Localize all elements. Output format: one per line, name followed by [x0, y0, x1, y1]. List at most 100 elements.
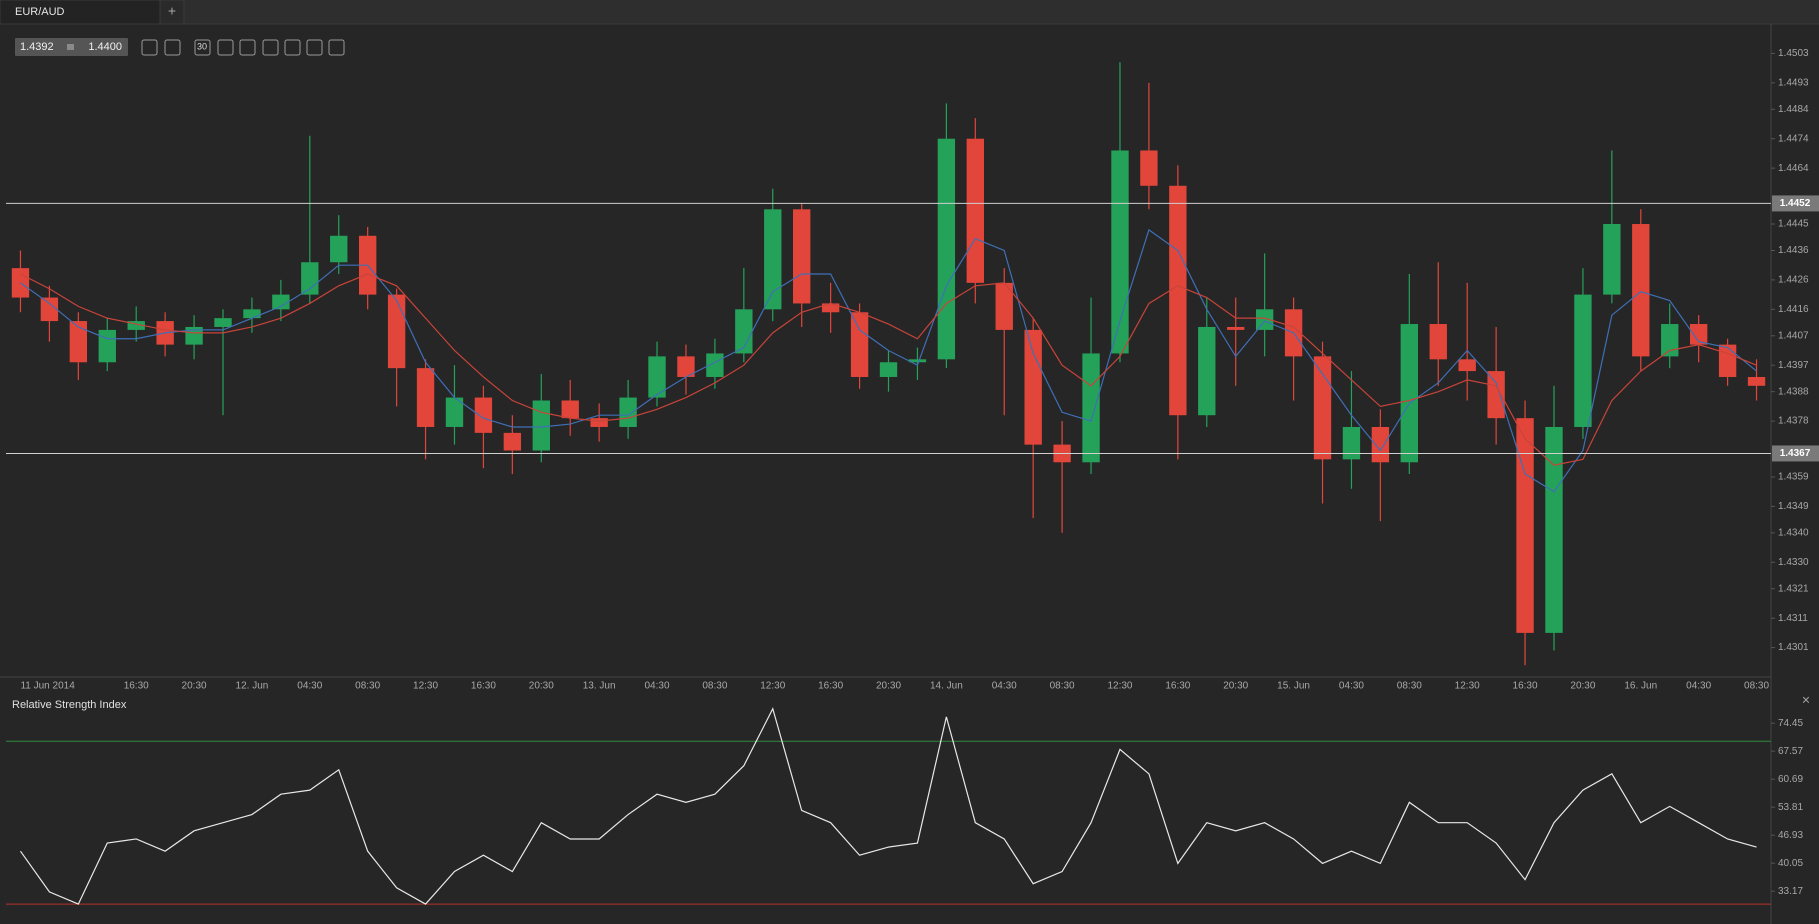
- copy[interactable]: [284, 39, 301, 56]
- price-marker: [1772, 445, 1819, 462]
- y-tick-label: 1.4349: [1778, 501, 1809, 512]
- x-tick-label: 04:30: [297, 681, 322, 692]
- bid: 1.4392: [20, 41, 54, 53]
- candle-body: [445, 397, 464, 427]
- candle-body: [1689, 324, 1708, 345]
- moving-average: [20, 273, 1757, 466]
- y-tick-label: 1.4321: [1778, 583, 1809, 594]
- candle-body: [98, 329, 116, 363]
- tools[interactable]: [262, 39, 279, 56]
- y-tick-label: 1.4493: [1778, 77, 1809, 88]
- candle-body: [590, 418, 608, 427]
- candle-body: [1313, 356, 1332, 460]
- add-tab-label: +: [168, 3, 176, 19]
- candle-body: [69, 321, 88, 363]
- candle-body: [648, 356, 666, 398]
- y-tick-label: 60.69: [1778, 774, 1803, 785]
- candle-body: [619, 397, 637, 427]
- y-tick-label: 1.4426: [1778, 275, 1809, 286]
- y-tick-label: 1.4445: [1778, 219, 1809, 230]
- candle-body: [1371, 426, 1390, 463]
- candle-body: [272, 294, 290, 310]
- x-tick-label: 20:30: [1223, 681, 1248, 692]
- zoom-in[interactable]: [164, 39, 181, 56]
- candle-body: [966, 138, 984, 283]
- chart-type[interactable]: [217, 39, 234, 56]
- candle-body: [1024, 329, 1042, 445]
- candle-body: [1198, 326, 1216, 416]
- candle-body: [1747, 376, 1766, 386]
- y-tick-label: 1.4378: [1778, 416, 1809, 427]
- indicators[interactable]: [239, 39, 256, 56]
- toolbar: [141, 39, 345, 56]
- add-tab[interactable]: [159, 0, 185, 25]
- candle-body: [706, 353, 724, 377]
- candle-body: [127, 321, 145, 330]
- y-tick-label: 1.4407: [1778, 330, 1809, 341]
- x-tick-label: 08:30: [355, 681, 380, 692]
- x-tick-label: 13. Jun: [583, 681, 616, 692]
- price-marker: [1772, 195, 1819, 212]
- x-tick-label: 15. Jun: [1277, 681, 1310, 692]
- edit[interactable]: [306, 39, 323, 56]
- x-tick-label: 16:30: [1513, 681, 1538, 692]
- x-tick-label: 08:30: [1744, 681, 1769, 692]
- tab-title: EUR/AUD: [15, 6, 65, 18]
- candle-body: [1603, 224, 1621, 295]
- y-tick-label: 1.4436: [1778, 245, 1809, 256]
- x-tick-label: 14. Jun: [930, 681, 963, 692]
- x-tick-label: 12:30: [1107, 681, 1132, 692]
- y-tick-label: 40.05: [1778, 858, 1803, 869]
- y-tick-label: 1.4503: [1778, 48, 1809, 59]
- y-tick-label: 67.57: [1778, 746, 1803, 757]
- rsi-line: [19, 707, 1757, 905]
- candle-body: [330, 235, 348, 263]
- rsi-title: Relative Strength Index: [12, 699, 127, 711]
- x-tick-label: 08:30: [702, 681, 727, 692]
- x-tick-label: 20:30: [1570, 681, 1595, 692]
- y-tick-label: 1.4484: [1778, 104, 1809, 115]
- x-tick-label: 08:30: [1397, 681, 1422, 692]
- ask: 1.4400: [88, 41, 122, 53]
- zoom-out[interactable]: [141, 39, 158, 56]
- candle-body: [561, 400, 579, 419]
- close-panel[interactable]: ×: [1802, 692, 1810, 708]
- moving-average: [20, 228, 1757, 493]
- candle-body: [677, 356, 695, 377]
- candle-body: [503, 432, 522, 451]
- x-tick-label: 16:30: [1165, 681, 1190, 692]
- candle-body: [1516, 418, 1534, 633]
- candle-body: [40, 297, 59, 322]
- candle-body: [1342, 426, 1361, 460]
- x-tick-label: 04:30: [1686, 681, 1711, 692]
- candle-body: [1429, 324, 1447, 360]
- x-tick-label: 12:30: [760, 681, 785, 692]
- candle-body: [1574, 294, 1592, 427]
- draw[interactable]: [328, 39, 345, 56]
- y-tick-label: 1.4359: [1778, 472, 1809, 483]
- y-tick-label: 33.17: [1778, 886, 1803, 897]
- candle-body: [1458, 359, 1476, 372]
- candle-body: [1718, 344, 1737, 377]
- candle-body: [301, 262, 319, 295]
- y-tick-label: 1.4416: [1778, 304, 1809, 315]
- candle-body: [532, 400, 550, 451]
- period[interactable]: [194, 39, 211, 56]
- candle-body: [1140, 150, 1158, 186]
- candle-body: [937, 138, 956, 360]
- x-tick-label: 11 Jun 2014: [20, 681, 75, 692]
- x-tick-label: 12:30: [413, 681, 438, 692]
- quote-sep: [67, 44, 74, 50]
- x-tick-label: 20:30: [529, 681, 554, 692]
- y-tick-label: 46.93: [1778, 830, 1803, 841]
- y-tick-label: 74.45: [1778, 718, 1803, 729]
- candle-body: [1545, 426, 1563, 633]
- candle-body: [764, 209, 782, 310]
- candle-body: [1111, 150, 1129, 354]
- candle-body: [1082, 353, 1100, 463]
- candle-body: [185, 326, 203, 345]
- x-tick-label: 16. Jun: [1624, 681, 1657, 692]
- candle-body: [850, 312, 869, 377]
- candle-body: [735, 309, 753, 354]
